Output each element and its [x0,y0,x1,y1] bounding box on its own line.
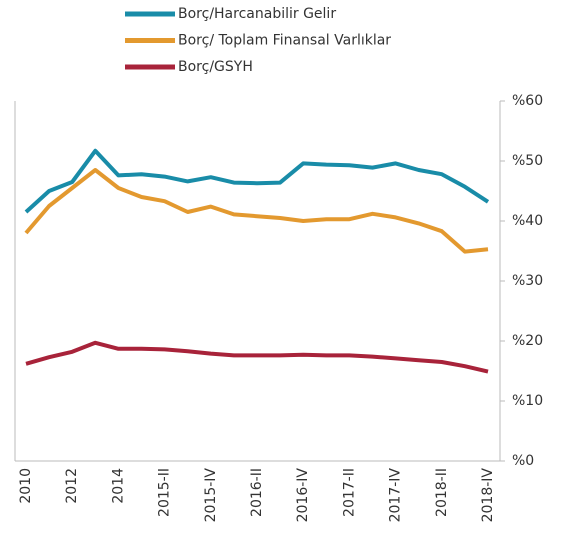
series-line [24,148,490,214]
x-tick-label: 2017-II [341,468,357,517]
y-tick-label: %20 [512,333,543,349]
x-tick-label: 2015-IV [203,468,219,523]
series-line [24,168,489,254]
legend-label: Borç/Harcanabilir Gelir [178,6,336,22]
x-tick-label: 2010 [18,468,34,504]
x-tick-label: 2012 [64,468,80,504]
legend-label: Borç/ Toplam Finansal Varlıklar [178,33,391,49]
y-tick-label: %0 [512,453,534,469]
x-tick-label: 2018-II [434,468,450,517]
y-tick-label: %30 [512,273,543,289]
legend-label: Borç/GSYH [178,59,253,75]
y-tick-label: %50 [512,153,543,169]
y-tick-label: %10 [512,393,543,409]
x-tick-label: 2016-II [249,468,265,517]
series-line [25,340,489,374]
x-tick-label: 2016-IV [295,468,311,523]
x-tick-label: 2017-IV [388,468,404,523]
y-tick-label: %40 [512,213,543,229]
y-tick-label: %60 [512,93,543,109]
x-tick-label: 2014 [110,468,126,504]
x-tick-label: 2015-II [157,468,173,517]
x-tick-label: 2018-IV [480,468,496,523]
